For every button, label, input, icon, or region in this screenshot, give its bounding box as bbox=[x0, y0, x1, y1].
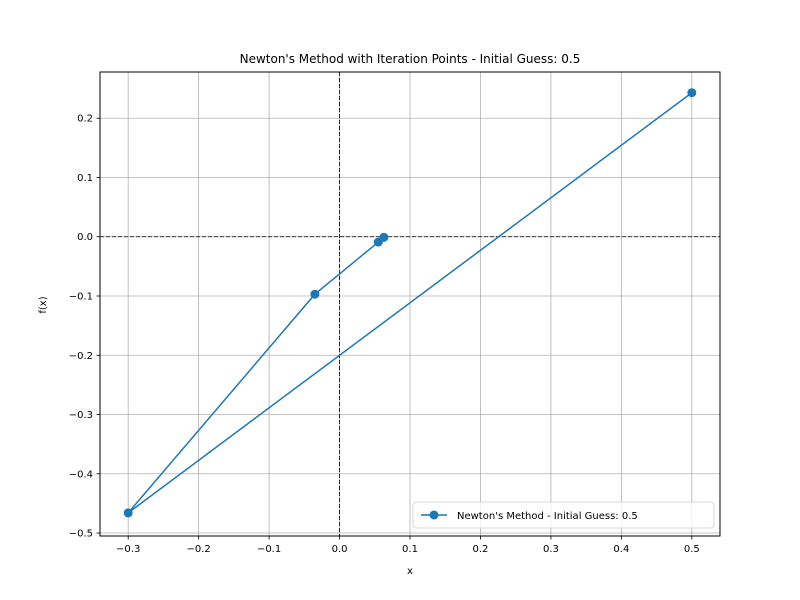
y-axis-label: f(x) bbox=[38, 296, 49, 313]
x-axis-ticks: −0.3 −0.2 −0.1 0.0 0.1 0.2 0.3 0.4 0.5 bbox=[116, 536, 700, 555]
y-tick-label: −0.5 bbox=[69, 529, 93, 540]
x-axis-label: x bbox=[407, 566, 413, 577]
data-point bbox=[123, 508, 133, 518]
x-tick-label: −0.1 bbox=[257, 544, 281, 555]
x-tick-label: 0.2 bbox=[473, 544, 489, 555]
legend-label: Newton's Method - Initial Guess: 0.5 bbox=[457, 511, 638, 522]
reference-lines bbox=[100, 72, 720, 536]
chart-title: Newton's Method with Iteration Points - … bbox=[240, 52, 581, 66]
y-tick-label: 0.0 bbox=[77, 232, 93, 243]
x-tick-label: −0.2 bbox=[186, 544, 210, 555]
y-tick-label: −0.3 bbox=[69, 410, 93, 421]
x-tick-label: 0.5 bbox=[684, 544, 700, 555]
series-layer bbox=[123, 88, 697, 518]
legend-marker-swatch bbox=[429, 510, 439, 520]
x-tick-label: 0.1 bbox=[402, 544, 418, 555]
x-tick-label: 0.4 bbox=[613, 544, 629, 555]
y-tick-label: 0.2 bbox=[77, 114, 93, 125]
x-tick-label: 0.3 bbox=[543, 544, 559, 555]
y-axis-ticks: −0.5 −0.4 −0.3 −0.2 −0.1 0.0 0.1 0.2 bbox=[69, 114, 100, 540]
y-tick-label: −0.4 bbox=[69, 469, 93, 480]
y-tick-label: −0.1 bbox=[69, 292, 93, 303]
legend: Newton's Method - Initial Guess: 0.5 bbox=[412, 501, 715, 529]
x-tick-label: 0.0 bbox=[332, 544, 348, 555]
data-point bbox=[310, 289, 320, 299]
data-point bbox=[687, 88, 697, 98]
legend-box bbox=[412, 501, 715, 529]
y-tick-label: −0.2 bbox=[69, 351, 93, 362]
x-tick-label: −0.3 bbox=[116, 544, 140, 555]
y-tick-label: 0.1 bbox=[77, 173, 93, 184]
data-point bbox=[379, 232, 389, 242]
